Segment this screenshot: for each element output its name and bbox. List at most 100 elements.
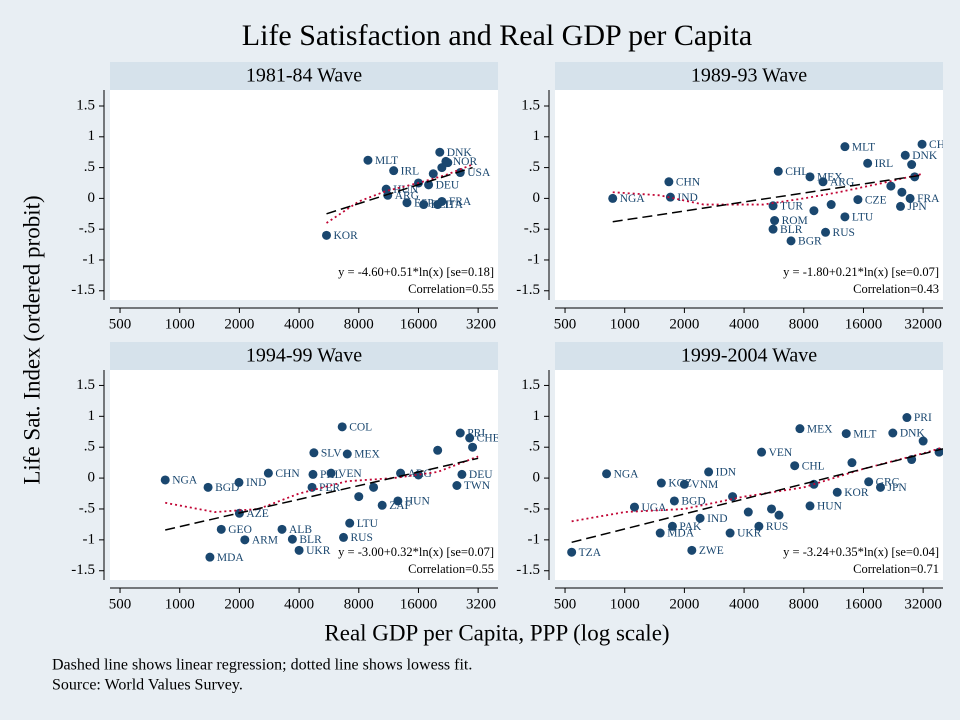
- point: [602, 469, 612, 479]
- panel-header: [110, 62, 498, 90]
- point-label: PAK: [679, 521, 702, 533]
- point: [205, 552, 215, 562]
- point-label: CHE: [477, 433, 500, 445]
- note: Source: World Values Survey.: [52, 677, 243, 694]
- point: [287, 534, 297, 544]
- point-label: IND: [246, 477, 266, 489]
- point-label: BLR: [780, 224, 803, 236]
- point-label: MLT: [375, 155, 398, 167]
- point-label: BGD: [681, 496, 705, 508]
- point: [773, 166, 783, 176]
- equation: y = -3.00+0.32*ln(x) [se=0.07]: [338, 545, 494, 559]
- point: [840, 142, 850, 152]
- point: [354, 492, 364, 502]
- point: [704, 467, 714, 477]
- point: [900, 150, 910, 160]
- point-label: BGD: [215, 482, 239, 494]
- point: [389, 166, 399, 176]
- y-tick-label: 1: [88, 128, 96, 144]
- point: [757, 447, 767, 457]
- point-label: AZE: [246, 508, 268, 520]
- y-tick-label: -1.5: [516, 282, 540, 298]
- point: [821, 227, 831, 237]
- regression-line: [326, 166, 473, 215]
- plot-area: [110, 370, 498, 580]
- point: [774, 510, 784, 520]
- point: [342, 449, 352, 459]
- y-tick-label: 1.5: [521, 97, 540, 113]
- point: [263, 468, 273, 478]
- point-label: FRA: [917, 193, 940, 205]
- point-label: RUS: [351, 532, 373, 544]
- plot-area: [110, 90, 498, 300]
- point: [455, 428, 465, 438]
- lowess-line: [165, 455, 479, 513]
- y-tick-label: 0: [88, 190, 96, 206]
- panel-title: 1999-2004 Wave: [681, 345, 817, 367]
- point: [452, 481, 462, 490]
- x-tick-label: 8000: [344, 596, 374, 612]
- point: [437, 196, 447, 206]
- point-label: RUS: [766, 521, 788, 533]
- point-label: HUN: [817, 501, 843, 513]
- point: [902, 413, 912, 423]
- point: [443, 158, 453, 168]
- point-label: GEO: [228, 524, 252, 536]
- x-tick-label: 500: [109, 596, 132, 612]
- point: [768, 224, 778, 234]
- point: [832, 487, 842, 497]
- point: [809, 206, 819, 216]
- point: [770, 216, 780, 226]
- point-label: COL: [349, 421, 372, 433]
- point-label: KOR: [844, 487, 869, 499]
- point-label: KOR: [334, 230, 359, 242]
- y-tick-label: 1.5: [521, 377, 540, 393]
- x-tick-label: 16000: [400, 316, 438, 332]
- point: [419, 200, 429, 210]
- point-label: IDN: [716, 467, 737, 479]
- y-tick-label: -1.5: [71, 562, 95, 578]
- regression-line: [165, 457, 479, 531]
- point-label: ARG: [830, 176, 854, 188]
- point: [567, 547, 577, 557]
- point-label: CHN: [275, 468, 300, 480]
- point-label: NOR: [453, 156, 478, 168]
- x-tick-label: 500: [554, 596, 577, 612]
- point-label: DNK: [447, 147, 473, 159]
- regression-line: [571, 448, 943, 544]
- point-label: DNK: [900, 428, 926, 440]
- x-tick-label: 3200: [466, 596, 496, 612]
- point-label: CZE: [865, 194, 887, 206]
- point: [907, 160, 917, 170]
- point-label: ARM: [252, 534, 278, 546]
- point-label: NGA: [620, 193, 646, 205]
- point-label: MLT: [852, 141, 875, 153]
- point: [326, 468, 336, 478]
- point: [322, 230, 332, 240]
- point: [294, 545, 304, 555]
- point-label: TZA: [579, 547, 602, 559]
- point-label: MLT: [853, 428, 876, 440]
- point-label: HUN: [405, 496, 431, 508]
- y-tick-label: -1.5: [71, 282, 95, 298]
- point: [234, 477, 244, 487]
- x-tick-label: 1000: [610, 596, 640, 612]
- point-label: MEX: [807, 423, 833, 435]
- point-label: PRI: [914, 412, 932, 424]
- correlation: Correlation=0.43: [853, 282, 939, 296]
- point: [725, 528, 735, 538]
- point: [754, 521, 764, 531]
- point-label: IND: [707, 513, 727, 525]
- plot-content: NGABGDINDAZEGEOMDAARMALBBLRUKRCHNPHLSLVC…: [160, 421, 500, 564]
- point: [897, 187, 907, 197]
- correlation: Correlation=0.55: [408, 282, 494, 296]
- point-label: MDA: [667, 528, 695, 540]
- point-label: TWN: [464, 480, 491, 492]
- y-tick-label: .5: [529, 439, 540, 455]
- point: [656, 478, 666, 488]
- panel-header: [555, 342, 943, 370]
- equation: y = -4.60+0.51*ln(x) [se=0.18]: [338, 265, 494, 279]
- y-tick-label: 0: [88, 470, 96, 486]
- x-tick-label: 32000: [904, 596, 942, 612]
- y-tick-label: 1.5: [76, 97, 95, 113]
